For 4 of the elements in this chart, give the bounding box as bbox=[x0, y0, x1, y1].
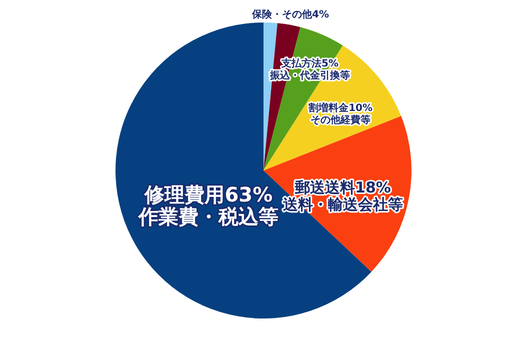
slice-label: 郵送送料18% 送料・輸送会社等 bbox=[282, 178, 403, 214]
slice-label: 修理費用63% 作業費・税込等 bbox=[138, 182, 279, 229]
slice-label: 割増料金10% その他経費等 bbox=[308, 102, 373, 126]
slice-label: 保険・その他4% bbox=[251, 8, 329, 20]
